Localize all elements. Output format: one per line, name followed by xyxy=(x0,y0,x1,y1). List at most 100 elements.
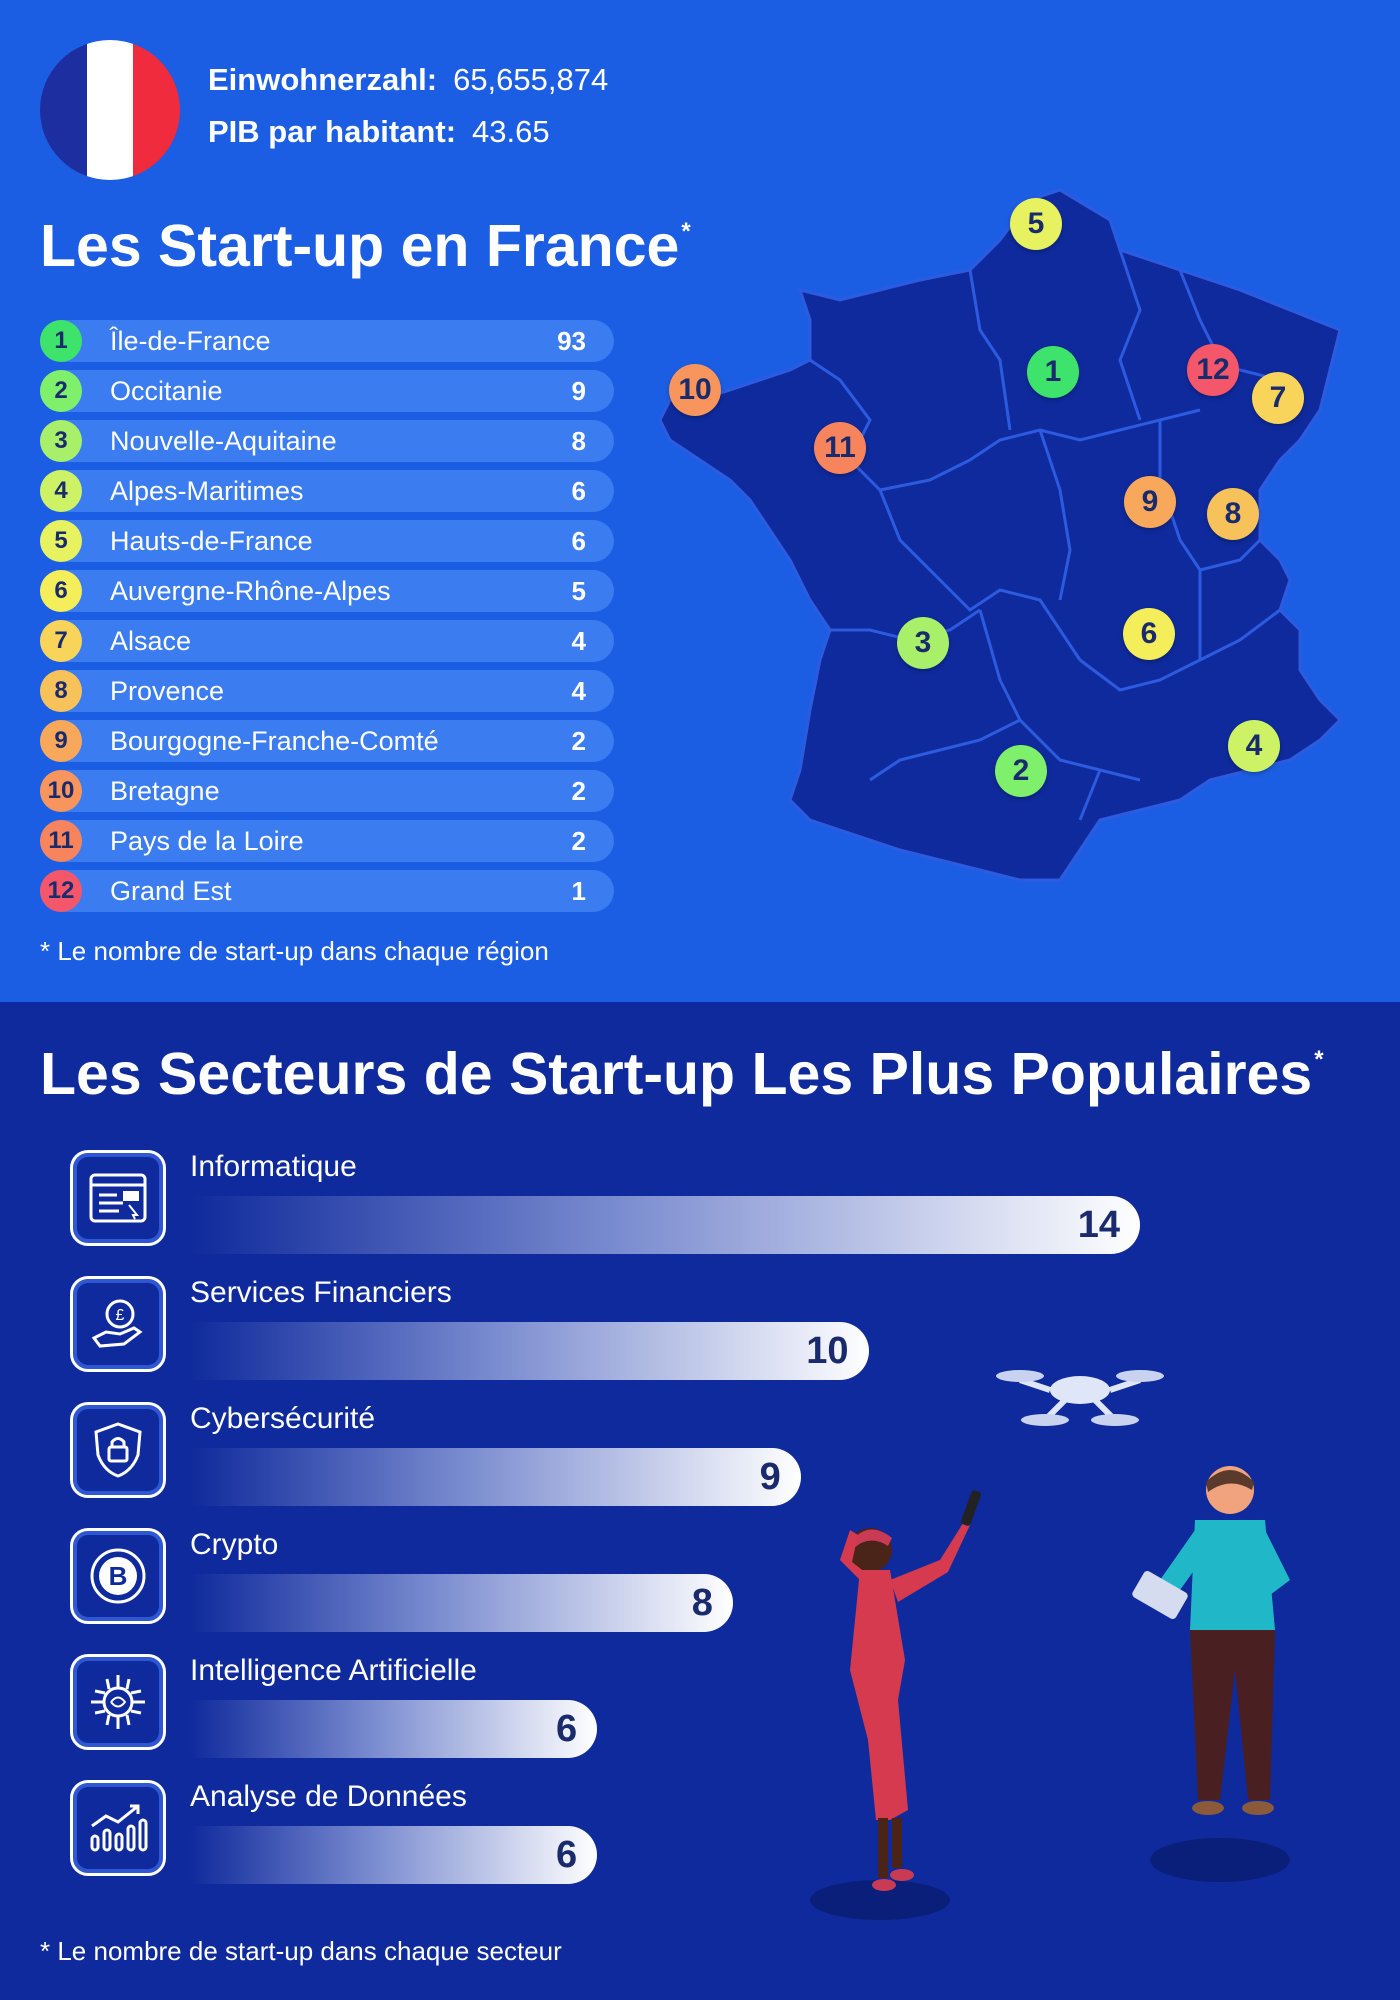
region-count: 5 xyxy=(571,576,586,606)
region-name: Nouvelle-Aquitaine xyxy=(110,426,337,456)
hand-coin-icon: £ xyxy=(70,1276,166,1372)
region-count: 8 xyxy=(571,426,586,456)
sector-row: B Crypto 8 xyxy=(70,1528,1170,1638)
map-marker: 9 xyxy=(1124,476,1176,528)
map-marker: 10 xyxy=(669,364,721,416)
sector-value-label: 14 xyxy=(1077,1204,1120,1246)
population-stat: Einwohnerzahl: 65,655,874 xyxy=(208,62,608,98)
region-rank-badge: 9 xyxy=(40,720,82,762)
svg-text:£: £ xyxy=(116,1307,125,1324)
sector-row: Intelligence Artificielle 6 xyxy=(70,1654,1170,1764)
region-row: 1 Île-de-France 93 xyxy=(40,320,614,362)
region-rank-badge: 1 xyxy=(40,320,82,362)
sector-value-label: 6 xyxy=(556,1708,578,1750)
region-rank-badge: 8 xyxy=(40,670,82,712)
sector-label: Crypto xyxy=(190,1528,279,1561)
region-name: Hauts-de-France xyxy=(110,526,313,556)
sector-bar xyxy=(190,1826,598,1884)
region-name: Île-de-France xyxy=(110,326,271,356)
map-marker: 8 xyxy=(1207,488,1259,540)
france-flag-icon xyxy=(40,40,180,180)
sector-value-label: 9 xyxy=(759,1456,781,1498)
region-name: Alpes-Maritimes xyxy=(110,476,304,506)
sectors-title: Les Secteurs de Start-up Les Plus Popula… xyxy=(40,1041,1324,1107)
gdp-label: PIB par habitant: xyxy=(208,114,457,149)
france-map: 1 2 3 4 5 6 7 8 9 10 11 12 xyxy=(640,160,1360,900)
region-rank-badge: 7 xyxy=(40,620,82,662)
svg-text:B: B xyxy=(109,1561,128,1591)
region-rank-badge: 3 xyxy=(40,420,82,462)
region-count: 2 xyxy=(571,776,586,806)
map-marker: 2 xyxy=(995,745,1047,797)
map-marker: 6 xyxy=(1123,608,1175,660)
sector-label: Intelligence Artificielle xyxy=(190,1654,477,1687)
sector-bar xyxy=(190,1196,1140,1254)
map-marker: 5 xyxy=(1010,198,1062,250)
region-name: Provence xyxy=(110,676,225,706)
population-label: Einwohnerzahl: xyxy=(208,62,438,97)
sector-row: Informatique 14 xyxy=(70,1150,1170,1260)
region-count: 2 xyxy=(571,726,586,756)
region-rank-badge: 6 xyxy=(40,570,82,612)
gdp-value: 43.65 xyxy=(472,114,550,149)
region-row: 6 Auvergne-Rhône-Alpes 5 xyxy=(40,570,614,612)
people-drone-illustration-icon xyxy=(810,1370,1290,1920)
region-rank-badge: 10 xyxy=(40,770,82,812)
sector-bar xyxy=(190,1448,801,1506)
sector-value-label: 10 xyxy=(806,1330,849,1372)
region-row: 8 Provence 4 xyxy=(40,670,614,712)
regions-footnote: * Le nombre de start-up dans chaque régi… xyxy=(40,936,549,966)
region-count: 9 xyxy=(571,376,586,406)
woman-figure-icon xyxy=(810,1490,982,1920)
map-marker: 3 xyxy=(897,617,949,669)
shield-lock-icon xyxy=(70,1402,166,1498)
region-count: 1 xyxy=(571,876,586,906)
growth-chart-icon xyxy=(70,1780,166,1876)
regions-panel: Einwohnerzahl: 65,655,874 PIB par habitan… xyxy=(0,0,1400,1002)
sector-row: £ Services Financiers 10 xyxy=(70,1276,1170,1386)
computer-window-icon xyxy=(70,1150,166,1246)
map-marker: 4 xyxy=(1228,720,1280,772)
region-count: 6 xyxy=(571,526,586,556)
region-name: Grand Est xyxy=(110,876,232,906)
map-marker: 7 xyxy=(1252,372,1304,424)
ai-brain-chip-icon xyxy=(70,1654,166,1750)
region-name: Pays de la Loire xyxy=(110,826,304,856)
map-marker: 12 xyxy=(1187,344,1239,396)
region-name: Auvergne-Rhône-Alpes xyxy=(110,576,391,606)
map-marker: 11 xyxy=(814,422,866,474)
region-name: Alsace xyxy=(110,626,192,656)
region-count: 4 xyxy=(571,676,586,706)
sector-row: Analyse de Données 6 xyxy=(70,1780,1170,1890)
region-name: Occitanie xyxy=(110,376,223,406)
sector-label: Informatique xyxy=(190,1150,357,1183)
region-rank-badge: 12 xyxy=(40,870,82,912)
region-row: 5 Hauts-de-France 6 xyxy=(40,520,614,562)
sector-bar xyxy=(190,1322,869,1380)
region-rank-badge: 4 xyxy=(40,470,82,512)
sector-bar xyxy=(190,1574,733,1632)
region-count: 4 xyxy=(571,626,586,656)
france-regions-map-icon xyxy=(658,188,1343,882)
region-rank-badge: 5 xyxy=(40,520,82,562)
region-row: 10 Bretagne 2 xyxy=(40,770,614,812)
region-rank-badge: 11 xyxy=(40,820,82,862)
sector-row: Cybersécurité 9 xyxy=(70,1402,1170,1512)
map-marker: 1 xyxy=(1027,346,1079,398)
sector-label: Cybersécurité xyxy=(190,1402,376,1435)
region-row: 3 Nouvelle-Aquitaine 8 xyxy=(40,420,614,462)
man-figure-icon xyxy=(1132,1466,1290,1882)
sector-bar xyxy=(190,1700,598,1758)
sector-value-label: 6 xyxy=(556,1834,578,1876)
bitcoin-icon: B xyxy=(70,1528,166,1624)
region-count: 2 xyxy=(571,826,586,856)
sector-label: Services Financiers xyxy=(190,1276,452,1309)
drone-icon xyxy=(996,1370,1164,1426)
region-name: Bretagne xyxy=(110,776,220,806)
region-row: 9 Bourgogne-Franche-Comté 2 xyxy=(40,720,614,762)
region-row: 2 Occitanie 9 xyxy=(40,370,614,412)
region-count: 6 xyxy=(571,476,586,506)
region-name: Bourgogne-Franche-Comté xyxy=(110,726,439,756)
sector-value-label: 8 xyxy=(691,1582,713,1624)
gdp-stat: PIB par habitant: 43.65 xyxy=(208,114,550,150)
